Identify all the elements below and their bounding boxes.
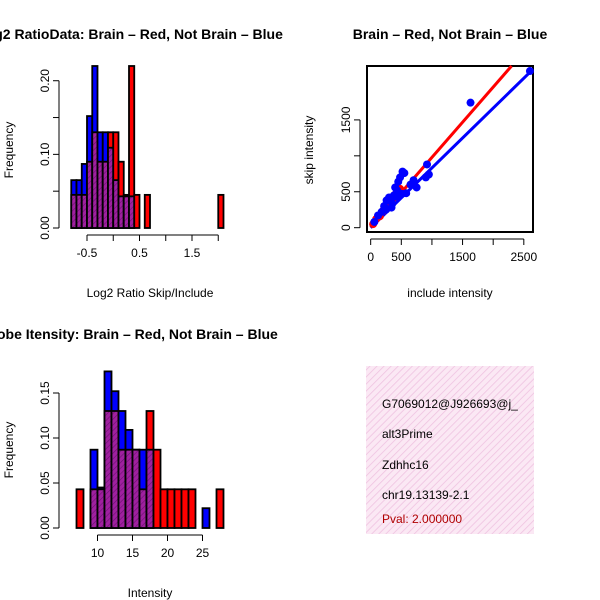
scatter-axes: 0 500 1500 2500 0 500 1500 — [339, 106, 537, 264]
brain-bar-ratio-28 — [217, 193, 225, 229]
not-brain-point-20 — [423, 160, 432, 169]
scatter-x-tick-label-0: 0 — [367, 250, 374, 264]
scatter-y-tick-label-0: 0 — [339, 224, 353, 231]
info-event-type: alt3Prime — [382, 427, 433, 441]
info-location: chr19.13139-2.1 — [382, 488, 470, 502]
scatter-plot-frame — [366, 65, 534, 233]
not-brain-point-0 — [370, 217, 379, 226]
ratio-y-tick-label-0: 0.00 — [38, 216, 52, 240]
info-panel: G7069012@J926693@j_ alt3Prime Zdhhc16 ch… — [366, 366, 534, 534]
intensity-bars — [75, 370, 225, 529]
ratio-x-tick-label-1: 0.5 — [131, 246, 148, 260]
ratio-chart-title: Log2 RatioData: Brain – Red, Not Brain –… — [0, 26, 283, 42]
scatter-x-tick-label-1: 500 — [391, 250, 411, 264]
info-event-id: G7069012@J926693@j_ — [382, 397, 518, 411]
intensity-chart-title: Probe Itensity: Brain – Red, Not Brain –… — [0, 326, 278, 342]
not-brain-point-21 — [424, 170, 433, 179]
info-gene-name: Zdhhc16 — [382, 458, 429, 472]
intensity-y-tick-label-1: 0.05 — [38, 471, 52, 495]
intensity-y-tick-label-2: 0.10 — [38, 426, 52, 450]
intensity-x-tick-label-3: 25 — [196, 546, 210, 560]
not-brain-point-14 — [400, 169, 409, 178]
scatter-x-axis-label: include intensity — [407, 286, 492, 300]
not-brain-point-17 — [409, 176, 418, 185]
overlap-bar-intensity-6 — [117, 448, 127, 529]
overlap-bar-intensity-10 — [145, 448, 155, 529]
brain-bar-ratio-14 — [143, 193, 151, 229]
brain-bar-intensity-16 — [187, 488, 197, 529]
ratio-y-tick-label-1: 0.10 — [38, 142, 52, 166]
scatter-y-tick-label-1: 500 — [339, 181, 353, 201]
not-brain-point-26 — [397, 189, 406, 198]
scatter-x-tick-label-3: 2500 — [510, 250, 537, 264]
brain-bar-intensity-11 — [152, 448, 162, 529]
scatter-y-axis-label: skip intensity — [302, 116, 316, 185]
ratio-axes: 0.00 0.10 0.20 -0.5 0.5 1.5 — [38, 69, 219, 260]
intensity-x-tick-label-0: 10 — [91, 546, 105, 560]
intensity-y-tick-label-0: 0.00 — [38, 516, 52, 540]
intensity-histogram-panel: Probe Itensity: Brain – Red, Not Brain –… — [0, 326, 278, 600]
info-background — [366, 366, 534, 534]
scatter-y-tick-label-2: 1500 — [339, 106, 353, 133]
overlap-bar-intensity-4 — [103, 410, 113, 529]
scatter-x-tick-label-2: 1500 — [449, 250, 476, 264]
brain-bar-intensity-13 — [166, 488, 176, 529]
info-pval: Pval: 2.000000 — [382, 512, 462, 526]
intensity-x-tick-label-1: 15 — [126, 546, 140, 560]
not-brain-point-27 — [387, 203, 396, 212]
overlap-bar-intensity-7 — [124, 448, 134, 529]
intensity-y-tick-label-3: 0.15 — [38, 381, 52, 405]
ratio-x-axis-label: Log2 Ratio Skip/Include — [87, 286, 214, 300]
brain-bar-intensity-12 — [159, 488, 169, 529]
brain-bar-ratio-12 — [133, 193, 141, 229]
not-brain-point-23 — [525, 67, 534, 76]
intensity-x-axis-label: Intensity — [128, 586, 173, 600]
ratio-bars — [70, 65, 225, 229]
ratio-y-axis-label: Frequency — [2, 122, 16, 179]
overlap-bar-intensity-2 — [89, 488, 99, 529]
brain-bar-intensity-14 — [173, 488, 183, 529]
overlap-bar-intensity-8 — [131, 448, 141, 529]
not-brain-point-24 — [382, 196, 391, 205]
overlap-bar-intensity-3 — [96, 488, 106, 529]
overlap-bar-intensity-9 — [138, 488, 148, 529]
ratio-y-tick-label-2: 0.20 — [38, 69, 52, 93]
ratio-x-tick-label-2: 1.5 — [184, 246, 201, 260]
ratio-x-tick-label-0: -0.5 — [77, 246, 98, 260]
not-brain-point-22 — [466, 98, 475, 107]
scatter-points — [369, 67, 534, 229]
scatter-chart-title: Brain – Red, Not Brain – Blue — [353, 26, 548, 42]
brain-bar-intensity-15 — [180, 488, 190, 529]
intensity-axes: 0.00 0.05 0.10 0.15 10 15 20 25 — [38, 381, 209, 560]
brain-bar-intensity-0 — [75, 488, 85, 529]
not-brain-bar-intensity-18 — [201, 507, 211, 529]
brain-bar-intensity-20 — [215, 488, 225, 529]
overlap-bar-intensity-5 — [110, 410, 120, 529]
intensity-y-axis-label: Frequency — [2, 422, 16, 479]
ratio-histogram-panel: Log2 RatioData: Brain – Red, Not Brain –… — [0, 26, 283, 300]
intensity-x-tick-label-2: 20 — [161, 546, 175, 560]
not-brain-fit-line — [369, 69, 533, 229]
scatter-panel: Brain – Red, Not Brain – Blue 0 500 1500 25… — [302, 26, 547, 300]
not-brain-point-18 — [412, 183, 421, 192]
